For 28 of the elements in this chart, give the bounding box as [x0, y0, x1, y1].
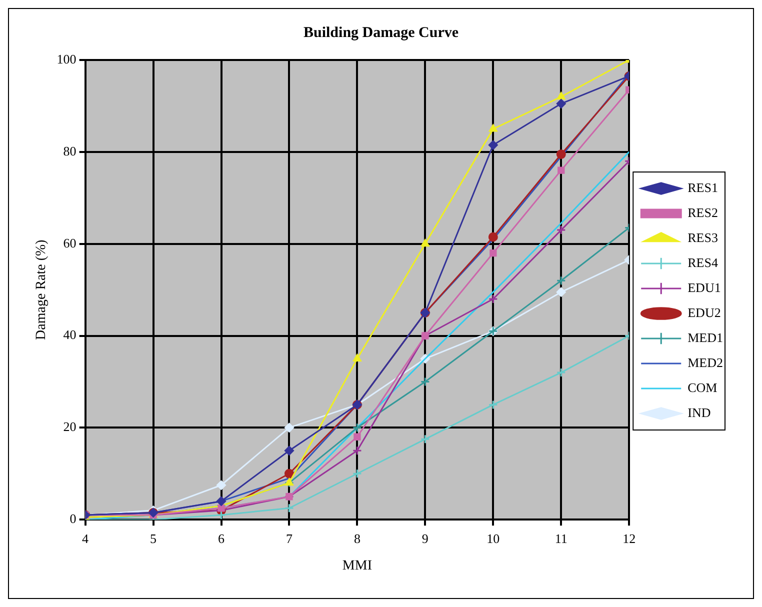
chart-title: Building Damage Curve: [303, 24, 459, 41]
x-tick-label: 4: [82, 530, 90, 546]
legend-label: MED1: [688, 330, 723, 345]
x-tick-label: 8: [354, 530, 360, 546]
y-tick-label: 20: [63, 419, 76, 434]
legend-label: RES3: [688, 230, 718, 245]
legend-label: IND: [688, 404, 711, 420]
y-tick-label: 100: [56, 51, 76, 66]
x-tick-label: 11: [554, 530, 568, 546]
y-tick-label: 0: [70, 511, 76, 526]
legend-label: RES2: [688, 204, 718, 220]
y-tick-label: 40: [63, 327, 76, 342]
legend-label: EDU2: [688, 304, 721, 320]
legend-label: COM: [688, 380, 718, 395]
legend-label: EDU1: [688, 280, 721, 295]
x-tick-label: 7: [286, 530, 293, 546]
legend-label: RES1: [688, 180, 718, 195]
x-tick-label: 5: [150, 530, 157, 546]
legend-label: RES4: [688, 254, 718, 270]
x-axis-title: MMI: [342, 558, 372, 574]
x-tick-label: 9: [422, 530, 428, 546]
x-tick-label: 6: [218, 530, 226, 546]
x-tick-label: 12: [622, 530, 636, 546]
y-tick-label: 60: [63, 235, 76, 250]
legend-label: MED2: [688, 354, 723, 370]
y-tick-label: 80: [63, 143, 76, 158]
y-axis-title: Damage Rate (%): [34, 239, 50, 340]
x-tick-label: 10: [486, 530, 500, 546]
